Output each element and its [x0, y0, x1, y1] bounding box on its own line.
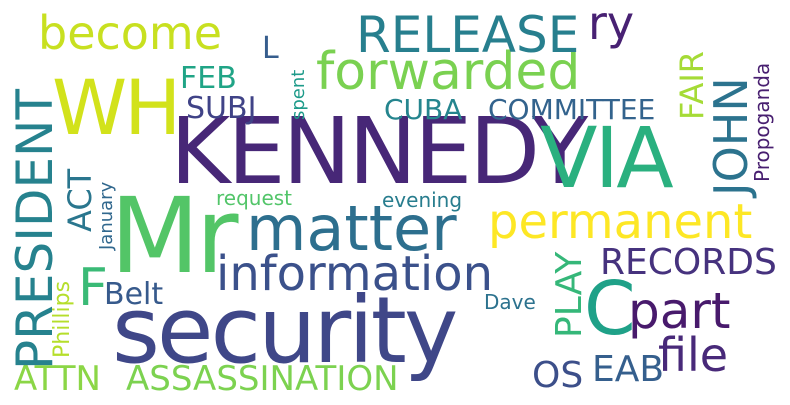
word-phillips: Phillips	[50, 280, 75, 358]
word-propoganda: Propoganda	[750, 62, 774, 182]
word-permanent: permanent	[488, 194, 753, 250]
word-file: file	[658, 328, 729, 382]
word-john: JOHN	[704, 77, 758, 196]
word-via: VIA	[540, 109, 674, 207]
word-forwarded: forwarded	[316, 42, 581, 102]
word-dave: Dave	[484, 290, 536, 314]
word-evening: evening	[382, 188, 463, 212]
word-kennedy: KENNEDY	[170, 98, 588, 205]
word-belt: Belt	[104, 277, 164, 312]
word-spent: spent	[288, 69, 309, 120]
word-l: L	[262, 31, 279, 66]
word-feb: FEB	[180, 61, 237, 96]
word-subj: SUBJ	[186, 91, 257, 126]
word-records: RECORDS	[600, 242, 777, 283]
word-information: information	[216, 246, 494, 302]
word-os: OS	[532, 355, 584, 396]
word-release: RELEASE	[356, 6, 580, 64]
word-request: request	[216, 186, 293, 210]
word-assassination: ASSASSINATION	[126, 359, 399, 399]
word-security: security	[112, 277, 458, 384]
word-c: C	[584, 266, 636, 352]
word-f: F	[78, 258, 108, 318]
word-january: January	[96, 181, 117, 250]
word-become: become	[38, 6, 223, 60]
word-act: ACT	[61, 168, 99, 232]
word-eab: EAB	[592, 349, 665, 390]
word-cuba: CUBA	[384, 93, 463, 126]
word-ry: ry	[588, 0, 635, 50]
word-play: PLAY	[549, 251, 590, 338]
word-fair: FAIR	[673, 50, 711, 120]
word-committee: COMMITTEE	[488, 93, 656, 126]
word-part: part	[628, 282, 731, 340]
word-wh: WH	[52, 63, 181, 152]
word-mr: Mr	[110, 175, 238, 297]
word-attn: ATTN	[14, 359, 101, 399]
word-matter: matter	[246, 192, 457, 265]
